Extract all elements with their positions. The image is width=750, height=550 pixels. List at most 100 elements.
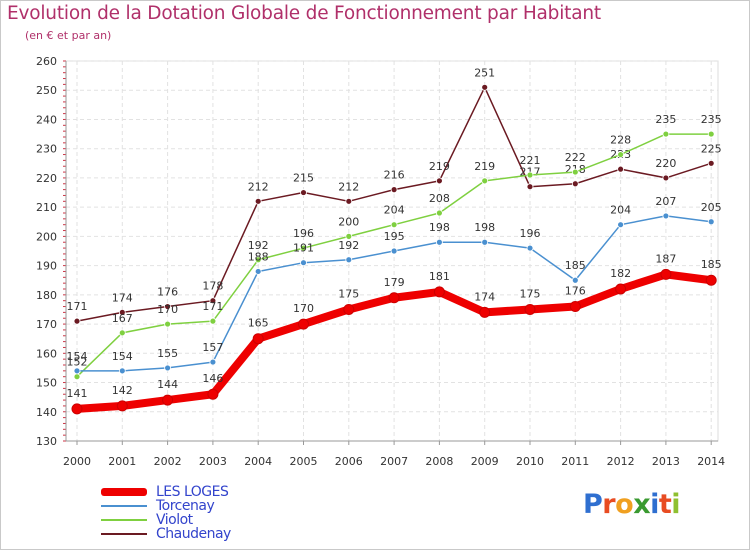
data-label: 196 xyxy=(520,227,541,240)
data-point xyxy=(571,276,579,284)
data-label: 170 xyxy=(157,303,178,316)
data-label: 174 xyxy=(474,290,495,303)
y-tick-label: 210 xyxy=(36,201,57,214)
y-tick-label: 180 xyxy=(36,289,57,302)
data-label: 215 xyxy=(293,172,314,185)
logo-letter: r xyxy=(602,489,616,520)
data-label: 155 xyxy=(157,347,178,360)
data-point xyxy=(73,367,81,375)
data-point xyxy=(705,274,717,286)
y-tick-label: 260 xyxy=(36,55,57,68)
data-point xyxy=(390,247,398,255)
data-point xyxy=(209,297,217,305)
data-label: 146 xyxy=(202,372,223,385)
data-point xyxy=(209,317,217,325)
data-point xyxy=(300,259,307,267)
data-point xyxy=(209,358,217,366)
data-label: 154 xyxy=(112,350,133,363)
data-point xyxy=(388,292,400,304)
data-point xyxy=(571,168,579,176)
data-point xyxy=(526,183,534,191)
data-label: 192 xyxy=(248,239,269,252)
x-tick-label: 2012 xyxy=(607,455,635,468)
x-tick-label: 2001 xyxy=(108,455,136,468)
data-point xyxy=(390,221,398,229)
data-label: 175 xyxy=(338,287,359,300)
y-tick-label: 140 xyxy=(36,406,57,419)
data-label: 228 xyxy=(610,134,631,147)
y-tick-label: 230 xyxy=(36,143,57,156)
y-tick-label: 250 xyxy=(36,84,57,97)
data-point xyxy=(662,212,670,220)
data-point xyxy=(617,151,624,158)
data-label: 181 xyxy=(429,270,450,283)
data-point xyxy=(662,130,670,138)
data-point xyxy=(435,209,443,217)
data-point xyxy=(164,364,172,372)
data-label: 198 xyxy=(474,221,495,234)
data-label: 192 xyxy=(338,239,359,252)
legend-item: Violot xyxy=(101,513,231,527)
data-point xyxy=(615,283,627,295)
data-point xyxy=(118,367,126,375)
data-label: 165 xyxy=(248,317,269,330)
data-label: 204 xyxy=(384,204,405,217)
legend-label: Torcenay xyxy=(156,498,215,514)
data-label: 176 xyxy=(157,286,178,299)
data-point xyxy=(162,394,174,406)
data-point xyxy=(569,301,581,313)
x-tick-label: 2003 xyxy=(199,455,227,468)
data-point xyxy=(571,180,579,188)
legend: LES LOGES Torcenay Violot Chaudenay xyxy=(101,485,231,541)
data-label: 171 xyxy=(67,300,88,313)
data-point xyxy=(252,333,264,345)
data-point xyxy=(481,238,489,246)
x-tick-label: 2010 xyxy=(516,455,544,468)
x-tick-label: 2011 xyxy=(561,455,589,468)
data-label: 195 xyxy=(384,230,405,243)
data-point xyxy=(300,244,307,252)
data-point xyxy=(345,197,353,205)
data-label: 191 xyxy=(293,242,314,255)
data-label: 198 xyxy=(429,221,450,234)
data-point xyxy=(524,303,536,315)
legend-swatch xyxy=(101,533,147,535)
data-point xyxy=(254,268,262,275)
data-point xyxy=(118,329,126,337)
x-tick-label: 2008 xyxy=(425,455,453,468)
x-tick-label: 2000 xyxy=(63,455,91,468)
data-label: 187 xyxy=(655,252,676,265)
x-tick-label: 2004 xyxy=(244,455,272,468)
data-point xyxy=(433,286,445,298)
data-label: 200 xyxy=(338,215,359,228)
data-label: 221 xyxy=(520,154,541,167)
data-label: 144 xyxy=(157,378,178,391)
legend-label: Chaudenay xyxy=(156,526,231,542)
data-point xyxy=(343,303,355,315)
data-point xyxy=(707,159,715,167)
data-label: 178 xyxy=(202,280,223,293)
data-label: 220 xyxy=(655,157,676,170)
data-point xyxy=(660,268,672,280)
data-label: 185 xyxy=(565,259,586,272)
x-tick-label: 2006 xyxy=(335,455,363,468)
data-point xyxy=(116,400,128,412)
data-point xyxy=(435,238,443,246)
data-point xyxy=(298,318,309,330)
data-label: 185 xyxy=(701,258,722,271)
data-point xyxy=(526,171,534,179)
data-label: 141 xyxy=(67,387,88,400)
data-point xyxy=(73,317,81,325)
legend-label: Violot xyxy=(156,512,193,528)
data-label: 152 xyxy=(67,356,88,369)
data-label: 222 xyxy=(565,151,586,164)
data-point xyxy=(526,244,534,252)
data-point xyxy=(435,177,443,185)
data-point xyxy=(73,373,81,381)
data-label: 182 xyxy=(610,267,631,280)
data-label: 167 xyxy=(112,312,133,325)
legend-item: Chaudenay xyxy=(101,527,231,541)
data-point xyxy=(207,388,219,400)
data-point xyxy=(300,189,307,196)
